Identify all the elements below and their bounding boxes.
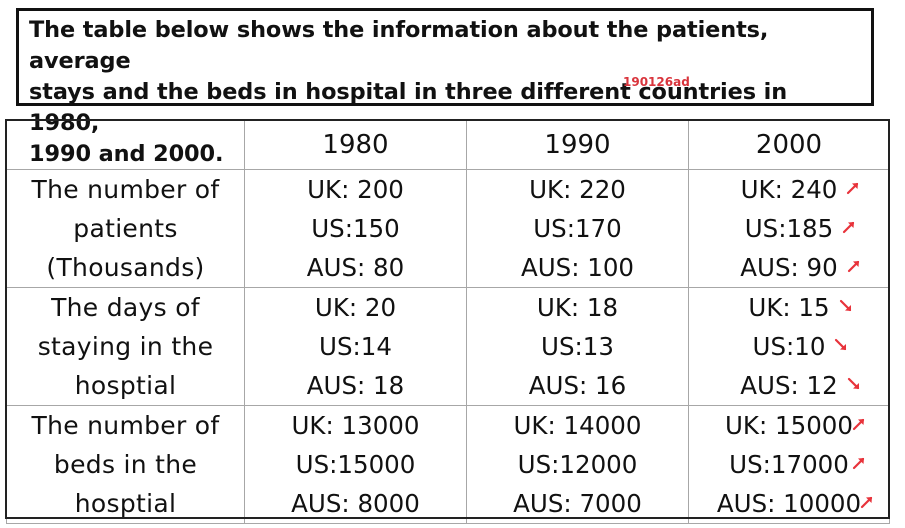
metric-label-line: hosptial [74, 371, 177, 400]
cell-value: AUS: 8000 [291, 489, 420, 518]
header-empty-cell [6, 120, 245, 170]
cell-value: UK: 20 [314, 293, 397, 322]
cell-value: UK: 18 [536, 293, 619, 322]
arrow-down-right-icon [839, 299, 851, 311]
arrow-up-right-icon [847, 260, 859, 272]
cell-value: UK: 200 [307, 175, 404, 204]
arrow-up-right-icon [861, 496, 873, 508]
cell-value: US:150 [311, 214, 400, 243]
arrow-up-right-icon [852, 457, 864, 469]
cell-value: US:14 [319, 332, 392, 361]
data-cell-days-1990: UK: 18 US:13 AUS: 16 [466, 287, 689, 406]
data-cell-patients-1980: UK: 200 US:150 AUS: 80 [244, 169, 467, 288]
cell-value: US:15000 [295, 450, 416, 479]
cell-value: AUS: 12 [740, 371, 838, 400]
cell-value: UK: 220 [529, 175, 626, 204]
metric-label-line: patients [73, 214, 178, 243]
cell-value: US:12000 [517, 450, 638, 479]
table-row-patients: The number of patients (Thousands) UK: 2… [6, 169, 890, 288]
header-row: 1980 1990 2000 [6, 120, 890, 170]
cell-value: AUS: 18 [306, 371, 405, 400]
metric-label-line: The number of [31, 175, 220, 204]
metric-label-line: (Thousands) [46, 253, 205, 282]
cell-value: UK: 14000 [513, 411, 642, 440]
cell-value: AUS: 10000 [716, 489, 862, 518]
metric-label-line: beds in the [53, 450, 198, 479]
column-header-1980: 1980 [244, 120, 467, 170]
cell-value: AUS: 7000 [513, 489, 642, 518]
arrow-down-right-icon [847, 377, 859, 389]
arrow-down-right-icon [835, 338, 847, 350]
cell-value: US:10 [752, 332, 826, 361]
data-cell-days-1980: UK: 20 US:14 AUS: 18 [244, 287, 467, 406]
title-line-1: The table below shows the information ab… [29, 17, 769, 74]
cell-value: US:185 [744, 214, 834, 243]
data-cell-days-2000: UK: 15 US:10 AUS: 12 [688, 287, 890, 406]
arrow-up-right-icon [843, 221, 855, 233]
cell-value: UK: 240 [740, 175, 838, 204]
metric-label-days-of-stay: The days of staying in the hosptial [6, 287, 245, 406]
arrow-up-right-icon [847, 182, 859, 194]
title-box: The table below shows the information ab… [16, 8, 874, 167]
data-cell-beds-2000: UK: 15000 US:17000 AUS: 10000 [688, 405, 890, 524]
cell-value: AUS: 100 [520, 253, 635, 282]
cell-value: US:13 [541, 332, 614, 361]
cell-value: AUS: 90 [740, 253, 838, 282]
table-row-beds: The number of beds in the hosptial UK: 1… [6, 405, 890, 524]
cell-value: UK: 15 [748, 293, 830, 322]
metric-label-line: staying in the [37, 332, 214, 361]
hospital-data-table: 1980 1990 2000 The number of patients (T… [6, 120, 890, 524]
arrow-up-right-icon [852, 418, 865, 430]
question-code: 190126ad [623, 75, 690, 89]
data-cell-beds-1990: UK: 14000 US:12000 AUS: 7000 [466, 405, 689, 524]
metric-label-line: hosptial [74, 489, 177, 518]
data-cell-patients-1990: UK: 220 US:170 AUS: 100 [466, 169, 689, 288]
metric-label-line: The number of [31, 411, 220, 440]
column-header-2000: 2000 [688, 120, 890, 170]
metric-label-beds: The number of beds in the hosptial [6, 405, 245, 524]
cell-value: UK: 13000 [291, 411, 420, 440]
table-row-days-of-stay: The days of staying in the hosptial UK: … [6, 287, 890, 406]
data-cell-beds-1980: UK: 13000 US:15000 AUS: 8000 [244, 405, 467, 524]
metric-label-line: The days of [51, 293, 200, 322]
cell-value: UK: 15000 [725, 411, 853, 440]
data-cell-patients-2000: UK: 240 US:185 AUS: 90 [688, 169, 890, 288]
cell-value: AUS: 80 [306, 253, 405, 282]
cell-value: AUS: 16 [528, 371, 627, 400]
cell-value: US:17000 [729, 450, 849, 479]
metric-label-patients: The number of patients (Thousands) [6, 169, 245, 288]
column-header-1990: 1990 [466, 120, 689, 170]
cell-value: US:170 [533, 214, 622, 243]
